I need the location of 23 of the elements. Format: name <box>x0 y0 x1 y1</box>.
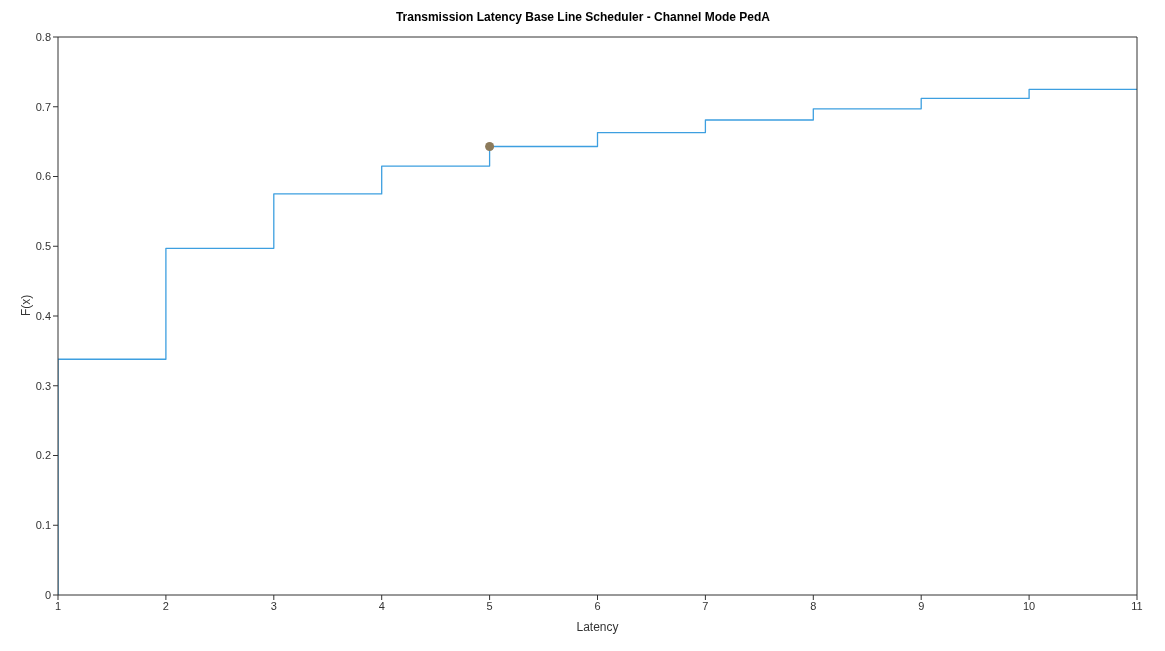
y-axis-title: F(x) <box>19 294 34 316</box>
x-axis-title: Latency <box>576 620 619 634</box>
x-tick-label: 3 <box>270 599 277 612</box>
y-tick-label: 0 <box>44 588 51 601</box>
x-tick-label: 6 <box>594 599 601 612</box>
x-tick-label: 10 <box>1022 599 1036 612</box>
x-tick-label: 9 <box>918 599 925 612</box>
x-tick-label: 4 <box>378 599 385 612</box>
y-tick-label: 0.7 <box>35 100 51 113</box>
x-tick-label: 7 <box>702 599 709 612</box>
x-tick-label: 11 <box>1131 599 1143 612</box>
x-tick-label: 2 <box>162 599 169 612</box>
y-tick-label: 0.3 <box>35 379 51 392</box>
y-tick-label: 0.4 <box>35 309 51 322</box>
y-tick-label: 0.2 <box>35 449 51 462</box>
y-tick-label: 0.8 <box>35 30 51 43</box>
y-tick-label: 0.6 <box>35 170 51 183</box>
x-tick-label: 5 <box>486 599 493 612</box>
y-tick-label: 0.5 <box>35 240 51 253</box>
x-tick-label: 8 <box>810 599 817 612</box>
y-tick-label: 0.1 <box>35 519 51 532</box>
chart-title: Transmission Latency Base Line Scheduler - Channel Mode PedA <box>394 9 772 26</box>
x-tick-label: 1 <box>54 599 62 612</box>
